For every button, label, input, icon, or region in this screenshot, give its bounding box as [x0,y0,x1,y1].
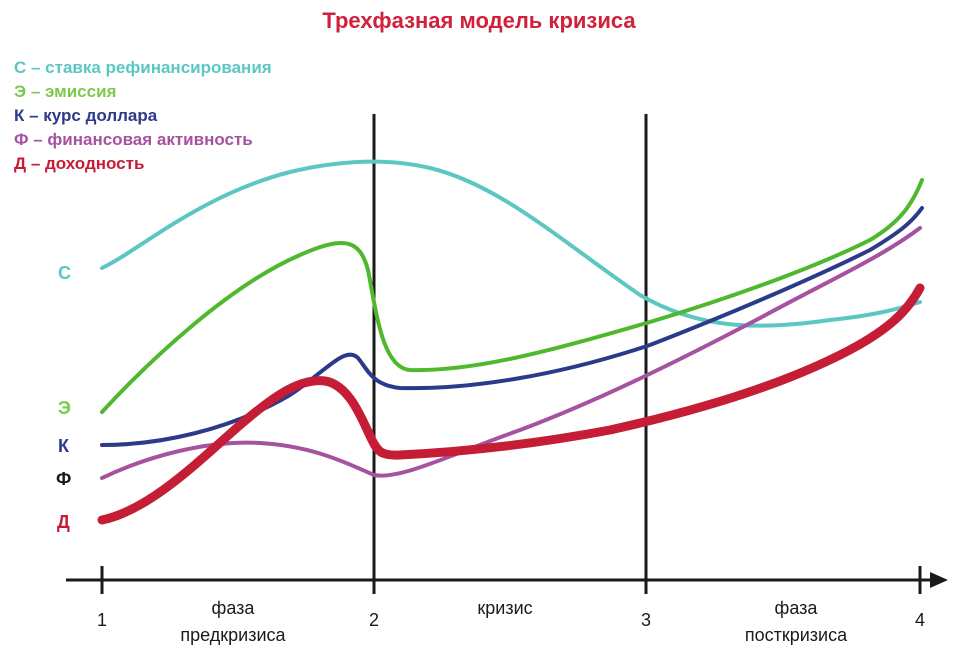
phase-1-line1: фаза [212,598,256,618]
axis-point-2: 2 [369,610,379,630]
chart-title: Трехфазная модель кризиса [322,8,636,33]
legend-item-f: Ф – финансовая активность [14,130,253,149]
curve-label-f: Ф [56,469,71,489]
curve-label-d: Д [57,512,70,532]
phase-2-line1: кризис [477,598,532,618]
axis-point-1: 1 [97,610,107,630]
legend: С – ставка рефинансирования Э – эмиссия … [14,56,272,176]
phase-3-line2: посткризиса [745,625,848,645]
legend-item-c: С – ставка рефинансирования [14,58,272,77]
curve-c [100,159,922,328]
curve-label-k: К [58,436,70,456]
curve-label-e: Э [58,398,71,418]
legend-item-d: Д – доходность [14,154,145,173]
legend-item-k: К – курс доллара [14,106,158,125]
phase-3-line1: фаза [775,598,819,618]
curve-e [100,178,924,414]
axis-point-4: 4 [915,610,925,630]
axis-arrow [930,572,948,588]
curve-k [100,206,924,447]
curve-d [97,283,925,525]
phase-1-line2: предкризиса [180,625,286,645]
legend-item-e: Э – эмиссия [14,82,117,101]
axis-point-3: 3 [641,610,651,630]
curve-label-c: С [58,263,71,283]
